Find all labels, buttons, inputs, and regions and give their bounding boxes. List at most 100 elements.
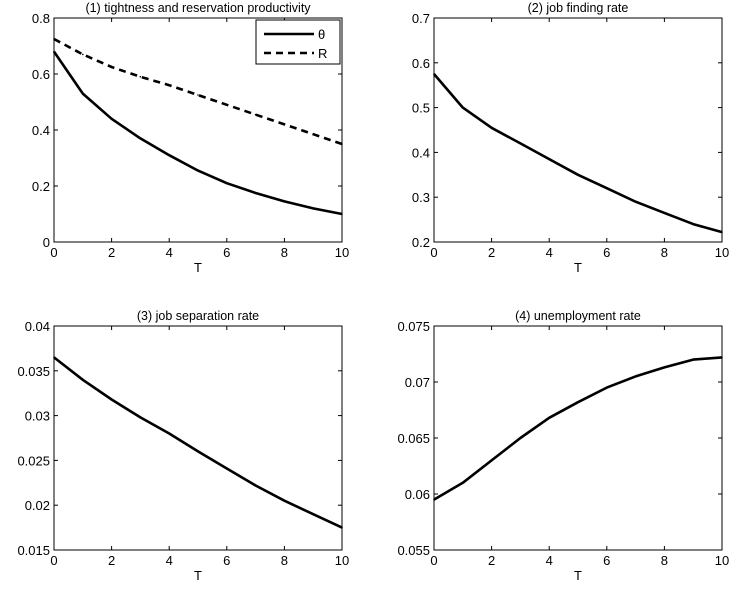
data-point <box>341 213 343 215</box>
data-point <box>226 182 228 184</box>
data-point <box>577 401 579 403</box>
x-tick-label: 10 <box>335 553 349 568</box>
x-tick-label: 0 <box>430 553 437 568</box>
data-point <box>197 169 199 172</box>
data-point <box>519 142 522 145</box>
x-tick-label: 0 <box>50 553 57 568</box>
chart-title: (4) unemployment rate <box>515 309 641 323</box>
data-point <box>663 366 666 369</box>
data-point <box>663 212 666 214</box>
data-point <box>110 66 113 68</box>
x-tick-label: 6 <box>603 553 610 568</box>
data-point <box>254 484 257 487</box>
x-tick-label: 10 <box>335 245 349 260</box>
x-tick-label: 6 <box>223 245 230 260</box>
x-tick-label: 0 <box>430 245 437 260</box>
x-tick-label: 4 <box>166 245 173 260</box>
data-point <box>312 207 315 210</box>
x-tick-label: 8 <box>281 245 288 260</box>
x-tick-label: 2 <box>108 245 115 260</box>
data-point <box>283 499 286 502</box>
series-line-1 <box>53 356 343 529</box>
y-tick-label: 0.055 <box>397 543 430 558</box>
plot-frame <box>433 325 723 551</box>
data-point <box>254 113 257 116</box>
data-point <box>53 356 55 359</box>
data-point <box>226 467 228 470</box>
y-tick-label: 0.3 <box>412 190 430 205</box>
chart-panel-1: (1) tightness and reservation productivi… <box>32 1 349 275</box>
series-line-1 <box>433 73 723 234</box>
data-point <box>254 192 257 194</box>
data-point <box>606 187 608 190</box>
data-point <box>139 416 142 419</box>
series-line-1 <box>52 50 343 216</box>
y-tick-label: 0.025 <box>17 453 50 468</box>
data-point <box>490 126 493 129</box>
x-tick-label: 8 <box>661 553 668 568</box>
y-tick-label: 0.015 <box>17 543 50 558</box>
y-tick-label: 0.02 <box>25 498 50 513</box>
y-tick-label: 0.06 <box>405 487 430 502</box>
y-tick-label: 0.075 <box>397 319 430 334</box>
y-tick-label: 0.03 <box>25 409 50 424</box>
x-tick-label: 8 <box>281 553 288 568</box>
y-tick-label: 0.6 <box>32 67 50 82</box>
data-point <box>548 158 550 160</box>
series-line-1 <box>433 356 723 501</box>
plot-frame <box>53 325 343 551</box>
y-tick-label: 0.5 <box>412 101 430 116</box>
data-point <box>490 459 493 462</box>
data-point <box>462 482 464 484</box>
data-point <box>634 200 637 203</box>
data-point <box>283 123 286 126</box>
y-tick-label: 0.07 <box>405 375 430 390</box>
chart-title: (3) job separation rate <box>137 309 259 323</box>
data-point <box>82 92 84 95</box>
plot-frame <box>433 17 723 243</box>
legend: θR <box>255 19 341 65</box>
data-point <box>341 526 343 529</box>
data-point <box>53 38 55 40</box>
x-tick-label: 2 <box>488 553 495 568</box>
data-point <box>692 358 694 361</box>
legend-box <box>255 19 341 65</box>
data-point <box>197 450 199 453</box>
data-point <box>519 437 522 439</box>
data-point <box>433 498 435 501</box>
data-point <box>634 375 637 378</box>
data-point <box>139 137 142 140</box>
data-point <box>283 200 286 203</box>
x-tick-label: 6 <box>223 553 230 568</box>
data-point <box>312 513 315 515</box>
data-point <box>168 84 170 86</box>
data-point <box>82 378 84 381</box>
x-tick-label: 4 <box>546 245 553 260</box>
y-tick-label: 0.035 <box>17 364 50 379</box>
data-point <box>139 76 142 78</box>
y-tick-label: 0.7 <box>412 11 430 26</box>
data-point <box>577 174 579 176</box>
data-point <box>53 50 55 53</box>
x-tick-label: 4 <box>546 553 553 568</box>
x-tick-label: 2 <box>488 245 495 260</box>
y-tick-label: 0 <box>43 235 50 250</box>
x-tick-label: 0 <box>50 245 57 260</box>
data-point <box>433 73 435 75</box>
x-axis-label: T <box>194 568 202 583</box>
chart-panel-4: (4) unemployment rate 0 2 4 6 8 10 0.055 0.06 0.0… <box>397 309 729 583</box>
data-point <box>462 106 464 109</box>
chart-title: (1) tightness and reservation productivi… <box>85 1 311 15</box>
data-point <box>197 94 199 96</box>
data-point <box>168 154 170 156</box>
data-point <box>168 432 170 435</box>
y-tick-label: 0.2 <box>412 235 430 250</box>
chart-title: (2) job finding rate <box>528 1 629 15</box>
data-point <box>82 53 84 56</box>
x-tick-label: 10 <box>715 553 729 568</box>
data-point <box>312 133 315 135</box>
y-tick-label: 0.6 <box>412 56 430 71</box>
legend-label-1: θ <box>318 27 325 42</box>
y-tick-label: 0.4 <box>412 145 430 160</box>
